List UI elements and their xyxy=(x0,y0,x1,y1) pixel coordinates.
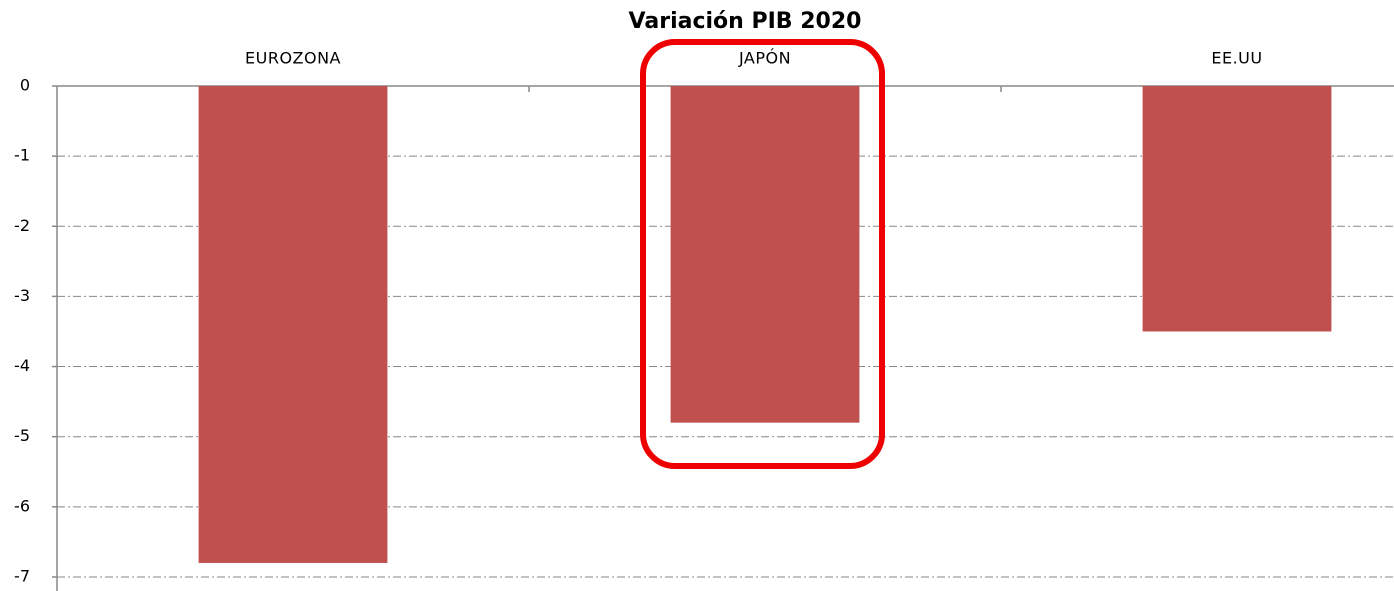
chart-title: Variación PIB 2020 xyxy=(629,9,862,34)
bar xyxy=(670,86,860,423)
x-tick-label: JAPÓN xyxy=(738,49,791,68)
bar xyxy=(1142,86,1332,332)
y-tick-label: -7 xyxy=(14,566,30,585)
y-tick-label: -1 xyxy=(14,146,30,165)
plot-area: 0 -1 -2 -3 -4 -5 -6 -7 EUROZONA JAPÓN EE.UU xyxy=(14,49,1394,591)
y-tick-label: -2 xyxy=(14,216,30,235)
y-tick-label: -4 xyxy=(14,356,30,375)
bar xyxy=(198,86,388,563)
y-tick-label: -6 xyxy=(14,496,30,515)
x-tick-label: EE.UU xyxy=(1211,49,1262,68)
y-tick-label: 0 xyxy=(20,76,30,95)
y-tick-label: -5 xyxy=(14,426,30,445)
highlight-box xyxy=(640,39,885,469)
x-tick-label: EUROZONA xyxy=(245,49,341,68)
y-tick-label: -3 xyxy=(14,286,30,305)
